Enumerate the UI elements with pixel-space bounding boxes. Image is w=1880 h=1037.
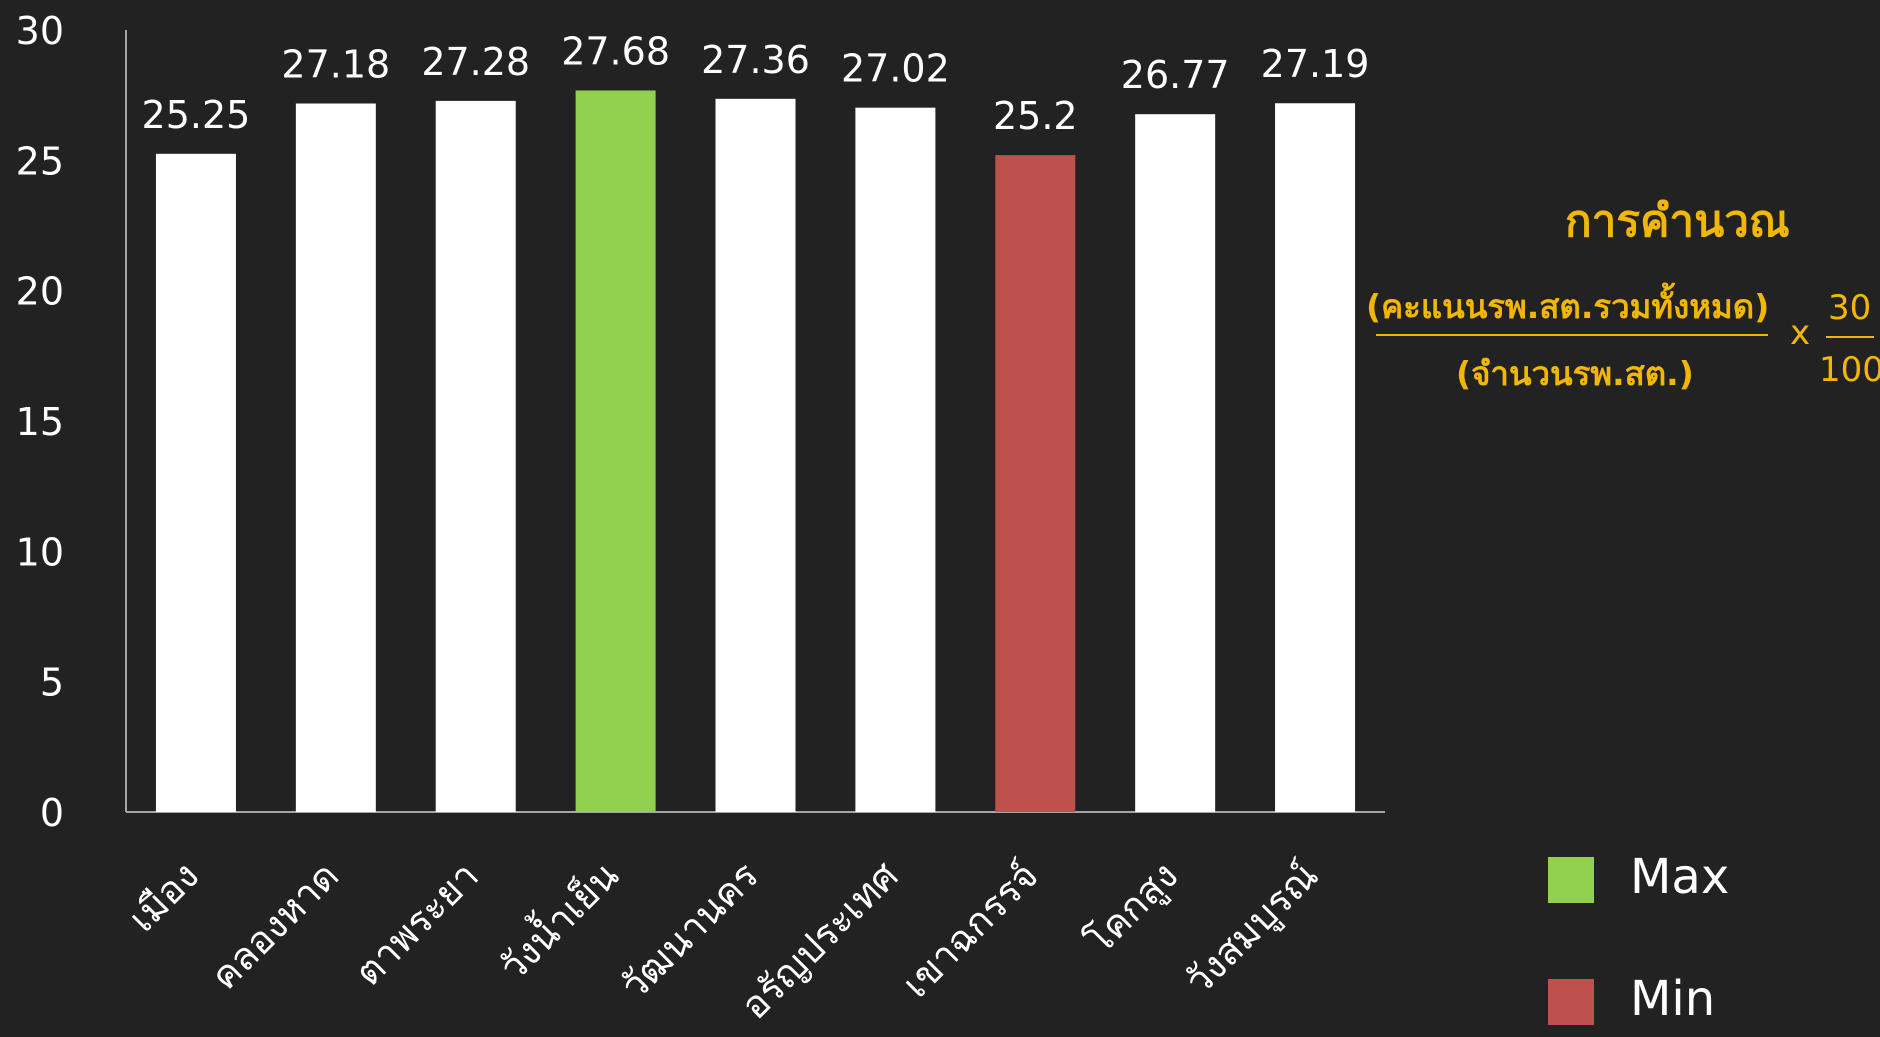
- x-tick-label: ตาพระยา: [346, 853, 487, 994]
- legend-label-max: Max: [1630, 849, 1730, 905]
- x-tick-label: เมือง: [120, 853, 207, 940]
- x-tick-label: คลองหาด: [202, 853, 347, 998]
- x-tick-label: โคกสูง: [1077, 853, 1187, 963]
- y-tick-label: 5: [40, 661, 64, 705]
- data-label: 27.36: [701, 38, 810, 82]
- bar: [155, 153, 236, 813]
- legend-item-min: Min: [1548, 971, 1868, 1027]
- y-tick-label: 20: [16, 270, 64, 314]
- legend-swatch-max: [1548, 857, 1594, 903]
- formula-title: การคำนวณ: [1565, 196, 1790, 247]
- bar: [715, 98, 796, 813]
- value-labels: 25.25 27.18 27.28 27.68 27.36 27.02 25.2 26.77 2…: [142, 29, 1370, 138]
- y-tick-label: 30: [16, 9, 64, 53]
- formula-denominator: (จำนวนรพ.สต.): [1456, 354, 1694, 393]
- x-tick-label: เขาฉกรรจ์: [894, 853, 1047, 1006]
- y-tick-label: 15: [16, 400, 64, 444]
- data-label: 27.02: [841, 47, 950, 91]
- formula-factor-bar: [1826, 336, 1874, 338]
- bars: [155, 90, 1356, 813]
- formula-fraction-bar: [1376, 334, 1768, 336]
- data-label: 27.18: [281, 43, 390, 87]
- bar: [435, 100, 516, 812]
- x-tick-label: วังสมบูรณ์: [1177, 853, 1328, 1004]
- y-tick-label: 0: [40, 791, 64, 835]
- legend-swatch-min: [1548, 979, 1594, 1025]
- data-label: 27.19: [1261, 42, 1370, 86]
- y-axis: 0 5 10 15 20 25 30: [16, 9, 1385, 835]
- bar: [1275, 103, 1356, 813]
- bar-chart: 0 5 10 15 20 25 30 25.25 27.18 27.28 27.68 27.36 27…: [16, 9, 1385, 1028]
- bar: [995, 155, 1076, 812]
- data-label: 25.2: [993, 94, 1078, 138]
- formula-numerator: (คะแนนรพ.สต.รวมทั้งหมด): [1366, 287, 1770, 326]
- data-label: 25.25: [142, 93, 251, 137]
- bar: [1135, 114, 1216, 813]
- bar: [575, 90, 656, 812]
- data-label: 26.77: [1121, 53, 1230, 97]
- bar: [855, 107, 936, 813]
- formula-times-sign: x: [1790, 313, 1811, 353]
- bar: [295, 103, 376, 813]
- y-tick-label: 25: [16, 139, 64, 183]
- formula-factor-denominator: 100: [1819, 350, 1880, 390]
- legend-item-max: Max: [1548, 849, 1868, 905]
- formula-factor-numerator: 30: [1828, 288, 1872, 328]
- x-tick-label: วังน้ำเย็น: [487, 849, 627, 989]
- data-label: 27.68: [561, 29, 670, 73]
- y-tick-label: 10: [16, 530, 64, 574]
- legend-label-min: Min: [1630, 971, 1716, 1027]
- data-label: 27.28: [421, 40, 530, 84]
